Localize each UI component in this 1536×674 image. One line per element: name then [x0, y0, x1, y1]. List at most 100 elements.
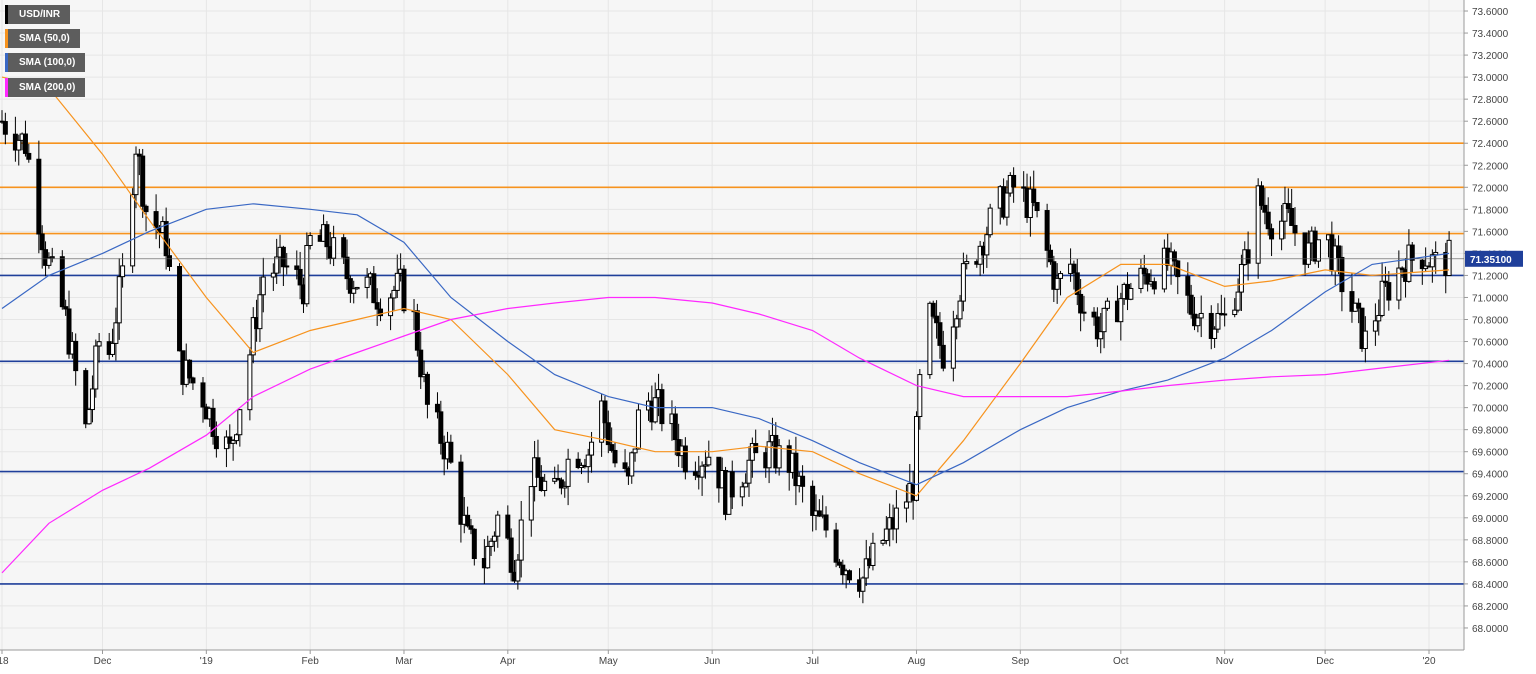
candle-body [468, 525, 474, 530]
candle-body [133, 153, 139, 196]
candle-body [1315, 239, 1321, 262]
y-tick-label: 71.6000 [1472, 227, 1509, 238]
candle-body [1128, 287, 1134, 300]
candle-body [1419, 259, 1425, 270]
legend-item-sma100[interactable]: SMA (100,0) [5, 53, 86, 72]
candle-body [954, 318, 960, 328]
candle-body [1027, 188, 1033, 218]
candle-body [16, 139, 22, 151]
candle-body [136, 153, 142, 157]
candle-body [1151, 281, 1157, 290]
candle-body [1356, 302, 1362, 309]
candle-body [508, 537, 514, 573]
candle-body [46, 257, 52, 266]
candle-body [1396, 267, 1402, 301]
candle-body [1195, 317, 1201, 327]
x-tick-label: May [599, 656, 618, 667]
candle-body [823, 514, 829, 531]
candle-body [632, 448, 638, 454]
candle-body [883, 528, 889, 541]
candle-body [555, 477, 561, 481]
candle-body [652, 397, 658, 423]
candle-body [836, 561, 842, 566]
candle-body [605, 422, 611, 446]
candle-body [589, 441, 595, 456]
candle-body [190, 377, 196, 384]
x-tick-label: '20 [1422, 656, 1435, 667]
y-tick-label: 73.6000 [1472, 7, 1509, 18]
legend-item-usdinr[interactable]: USD/INR [5, 5, 71, 24]
candle-body [699, 465, 705, 478]
candle-body [247, 354, 253, 411]
candle-body [840, 564, 846, 576]
candle-body [1339, 256, 1345, 293]
candle-body [903, 501, 909, 509]
candle-body [515, 559, 521, 582]
candle-body [860, 577, 866, 592]
candle-body [1054, 277, 1060, 290]
candle-body [1078, 293, 1084, 314]
y-tick-label: 68.2000 [1472, 602, 1509, 613]
candle-body [1336, 245, 1342, 258]
candle-body [280, 246, 286, 268]
candle-body [1034, 202, 1040, 212]
candle-body [1433, 251, 1439, 256]
candle-body [1376, 314, 1382, 322]
candle-body [163, 221, 169, 257]
candle-body [1021, 186, 1027, 189]
candle-body [378, 308, 384, 317]
candle-body [682, 445, 688, 473]
candle-body [187, 359, 193, 379]
candle-body [200, 382, 206, 408]
candle-body [344, 256, 350, 280]
candle-body [1118, 298, 1124, 323]
candle-body [177, 265, 183, 352]
candle-body [1031, 188, 1037, 204]
candle-body [1171, 251, 1177, 262]
candlesticks [0, 110, 1452, 604]
candle-body [1104, 300, 1110, 309]
candle-body [36, 158, 42, 235]
candle-body [913, 416, 919, 501]
candle-body [1222, 313, 1228, 316]
candle-body [394, 272, 400, 291]
candle-body [542, 480, 548, 492]
candle-body [371, 273, 377, 304]
x-tick-label: Dec [94, 656, 112, 667]
candle-body [602, 400, 608, 424]
candle-body [937, 322, 943, 346]
legend-item-sma50[interactable]: SMA (50,0) [5, 29, 80, 48]
legend-item-sma200[interactable]: SMA (200,0) [5, 78, 86, 97]
candle-body [465, 514, 471, 527]
candle-body [743, 482, 749, 488]
x-tick-label: Feb [302, 656, 320, 667]
candle-body [1161, 247, 1167, 290]
y-tick-label: 72.0000 [1472, 183, 1509, 194]
x-axis: '18 Dec '19 Feb Mar Apr May Jun Jul Aug Sep Oct Nov D… [0, 650, 1436, 667]
candle-body [1386, 282, 1392, 301]
candle-body [746, 459, 752, 484]
y-tick-label: 70.6000 [1472, 338, 1509, 349]
candle-body [659, 389, 665, 425]
x-tick-label: Oct [1113, 656, 1129, 667]
plot-background [0, 0, 1464, 650]
candle-body [438, 411, 444, 444]
candle-body [1232, 309, 1238, 316]
candle-body [1058, 273, 1064, 279]
candle-body [364, 276, 370, 288]
candle-body [401, 268, 407, 312]
candle-body [140, 155, 146, 207]
candle-body [471, 528, 477, 560]
candle-body [351, 288, 357, 294]
candle-body [739, 486, 745, 498]
candle-body [96, 341, 102, 347]
candle-body [1074, 272, 1080, 295]
candle-body [609, 444, 615, 451]
candle-body [1265, 211, 1271, 230]
candle-body [1305, 242, 1311, 265]
candle-body [987, 207, 993, 236]
candle-body [1011, 174, 1017, 188]
x-tick-label: Dec [1316, 656, 1334, 667]
candle-body [672, 413, 678, 441]
candle-body [294, 265, 300, 270]
